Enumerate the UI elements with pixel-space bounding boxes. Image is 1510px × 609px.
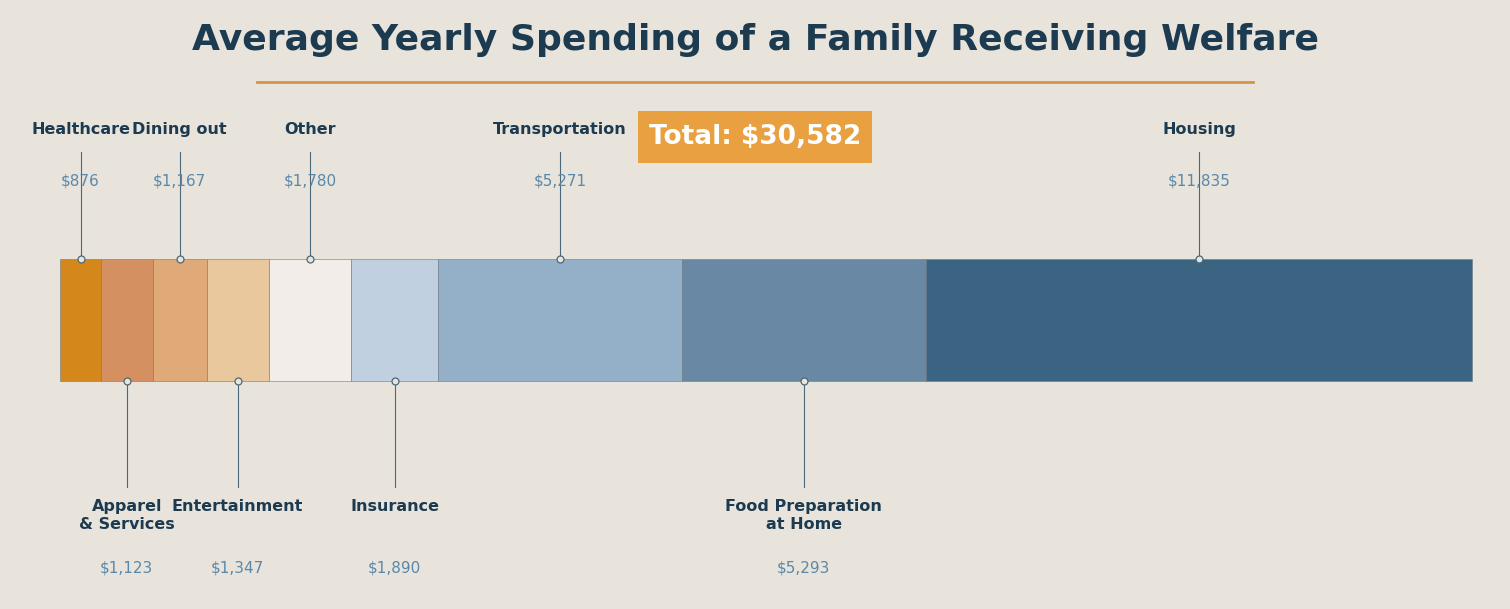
Text: $1,167: $1,167	[153, 174, 207, 189]
Text: Average Yearly Spending of a Family Receiving Welfare: Average Yearly Spending of a Family Rece…	[192, 23, 1318, 57]
Text: $5,271: $5,271	[533, 174, 586, 189]
Text: Other: Other	[284, 122, 335, 137]
Point	[248, 79, 266, 86]
FancyBboxPatch shape	[101, 259, 153, 381]
Text: Food Preparation
at Home: Food Preparation at Home	[725, 499, 882, 532]
Text: $876: $876	[62, 174, 100, 189]
FancyBboxPatch shape	[207, 259, 269, 381]
Text: Insurance: Insurance	[350, 499, 439, 515]
Text: $1,123: $1,123	[100, 560, 154, 576]
Text: $1,347: $1,347	[211, 560, 264, 576]
Text: Transportation: Transportation	[492, 122, 627, 137]
Text: $5,293: $5,293	[778, 560, 830, 576]
Text: Housing: Housing	[1163, 122, 1237, 137]
FancyBboxPatch shape	[639, 111, 873, 163]
Text: $1,890: $1,890	[368, 560, 421, 576]
FancyBboxPatch shape	[681, 259, 926, 381]
Text: Apparel
& Services: Apparel & Services	[79, 499, 175, 532]
Text: $1,780: $1,780	[284, 174, 337, 189]
FancyBboxPatch shape	[438, 259, 681, 381]
FancyBboxPatch shape	[926, 259, 1472, 381]
Text: Dining out: Dining out	[133, 122, 226, 137]
Text: Healthcare: Healthcare	[32, 122, 130, 137]
FancyBboxPatch shape	[153, 259, 207, 381]
Text: $11,835: $11,835	[1167, 174, 1231, 189]
Point	[1244, 79, 1262, 86]
FancyBboxPatch shape	[269, 259, 350, 381]
FancyBboxPatch shape	[350, 259, 438, 381]
Text: Total: $30,582: Total: $30,582	[649, 124, 861, 150]
FancyBboxPatch shape	[60, 259, 101, 381]
Text: Entertainment: Entertainment	[172, 499, 304, 515]
